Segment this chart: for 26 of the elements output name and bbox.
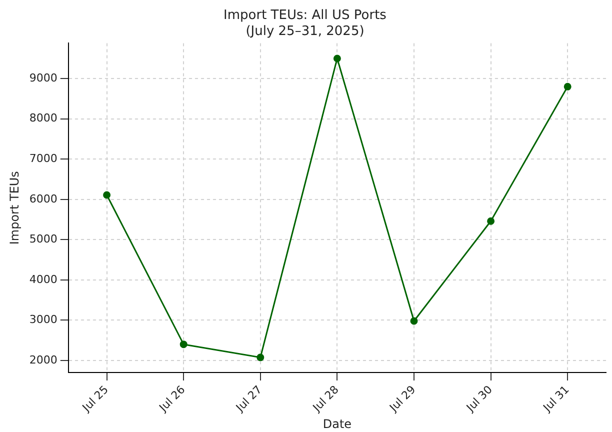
x-tick-label: Jul 27 xyxy=(232,383,265,415)
x-tick-label: Jul 29 xyxy=(386,383,418,415)
x-tick-label: Jul 25 xyxy=(79,383,111,415)
y-tick-label: 5000 xyxy=(29,232,58,246)
point xyxy=(487,217,495,225)
chart-subtitle: (July 25–31, 2025) xyxy=(246,24,364,39)
x-axis-title: Date xyxy=(322,416,352,431)
y-tick-label: 7000 xyxy=(29,152,58,166)
chart-title: Import TEUs: All US Ports xyxy=(224,8,387,24)
y-axis-title: Import TEUs xyxy=(7,171,22,245)
y-tick-label: 3000 xyxy=(29,313,58,326)
y-tick-label: 4000 xyxy=(29,272,58,286)
x-tick-label: Jul 28 xyxy=(310,383,342,415)
y-tick-label: 9000 xyxy=(29,71,58,84)
point xyxy=(256,354,264,362)
x-tick-label: Jul 30 xyxy=(463,383,495,415)
point xyxy=(564,82,572,90)
x-tick-label: Jul 31 xyxy=(540,383,572,415)
point xyxy=(333,54,341,62)
point xyxy=(103,191,111,199)
point xyxy=(180,340,188,348)
y-tick-label: 6000 xyxy=(29,192,58,206)
x-tick-label: Jul 26 xyxy=(156,383,188,415)
y-tick-label: 8000 xyxy=(29,112,58,125)
y-tick-label: 2000 xyxy=(29,353,58,366)
point xyxy=(410,317,418,325)
